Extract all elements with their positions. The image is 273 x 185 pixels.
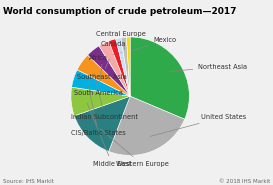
Wedge shape <box>88 46 130 96</box>
Wedge shape <box>72 70 130 96</box>
Text: United States: United States <box>150 114 247 136</box>
Wedge shape <box>74 96 130 151</box>
Wedge shape <box>77 55 130 96</box>
Text: Northeast Asia: Northeast Asia <box>170 64 247 71</box>
Text: Middle East: Middle East <box>87 103 132 167</box>
Text: Western Europe: Western Europe <box>100 129 168 167</box>
Wedge shape <box>109 96 185 155</box>
Text: World consumption of crude petroleum—2017: World consumption of crude petroleum—201… <box>3 7 236 16</box>
Text: Southeast Asia: Southeast Asia <box>77 59 127 80</box>
Wedge shape <box>121 37 130 96</box>
Wedge shape <box>116 38 130 96</box>
Wedge shape <box>126 37 130 96</box>
Wedge shape <box>130 37 189 119</box>
Text: Source: IHS Markit: Source: IHS Markit <box>3 179 54 184</box>
Wedge shape <box>71 87 130 116</box>
Wedge shape <box>99 41 130 96</box>
Text: Canada: Canada <box>100 41 126 53</box>
Text: Mexico: Mexico <box>131 37 177 51</box>
Text: © 2018 IHS Markit: © 2018 IHS Markit <box>219 179 270 184</box>
Text: Indian Subcontinent: Indian Subcontinent <box>71 73 138 120</box>
Wedge shape <box>109 39 130 96</box>
Text: South America: South America <box>74 64 123 96</box>
Text: Central Europe: Central Europe <box>96 31 146 49</box>
Text: CIS/Baltic States: CIS/Baltic States <box>71 85 126 136</box>
Text: Africa: Africa <box>89 54 114 61</box>
